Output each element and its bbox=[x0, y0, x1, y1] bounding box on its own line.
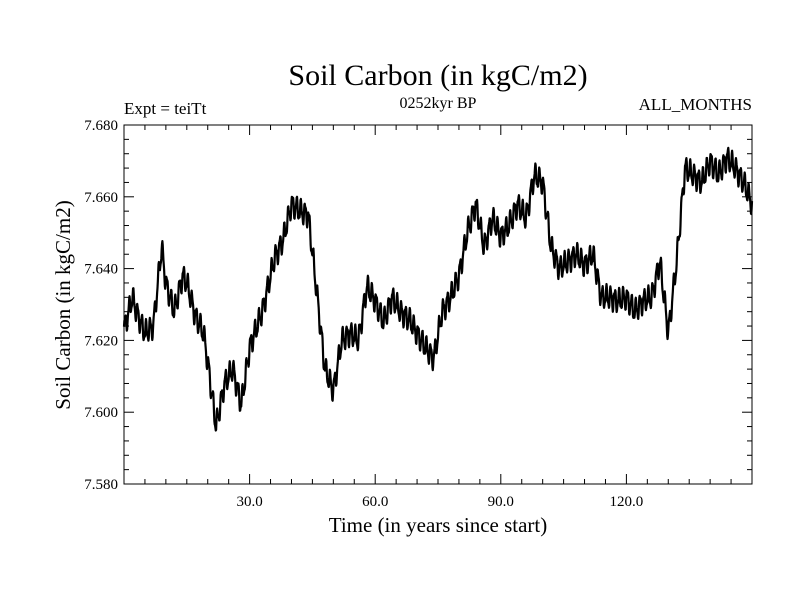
y-axis-title: Soil Carbon (in kgC/m2) bbox=[51, 200, 75, 409]
soil-carbon-series-line bbox=[122, 146, 754, 432]
x-tick-label: 30.0 bbox=[236, 494, 262, 510]
x-tick-labels: 30.0 60.0 90.0 120.0 bbox=[236, 494, 643, 510]
x-tick-label: 90.0 bbox=[488, 494, 514, 510]
y-tick-label: 7.580 bbox=[84, 477, 118, 493]
y-tick-label: 7.640 bbox=[84, 262, 118, 278]
axis-ticks bbox=[124, 125, 752, 484]
experiment-label: Expt = teiTt bbox=[124, 99, 207, 118]
x-tick-label: 60.0 bbox=[362, 494, 388, 510]
chart-title: Soil Carbon (in kgC/m2) bbox=[288, 59, 587, 92]
y-tick-label: 7.600 bbox=[84, 405, 118, 421]
x-axis-title: Time (in years since start) bbox=[329, 513, 548, 537]
chart-subtitle: 0252kyr BP bbox=[400, 95, 477, 112]
plot-frame bbox=[123, 124, 753, 485]
x-tick-label: 120.0 bbox=[610, 494, 644, 510]
y-tick-labels: 7.580 7.600 7.620 7.640 7.660 7.680 bbox=[84, 118, 118, 493]
months-label: ALL_MONTHS bbox=[639, 95, 752, 114]
y-tick-label: 7.680 bbox=[84, 118, 118, 134]
y-tick-label: 7.620 bbox=[84, 333, 118, 349]
y-tick-label: 7.660 bbox=[84, 190, 118, 206]
